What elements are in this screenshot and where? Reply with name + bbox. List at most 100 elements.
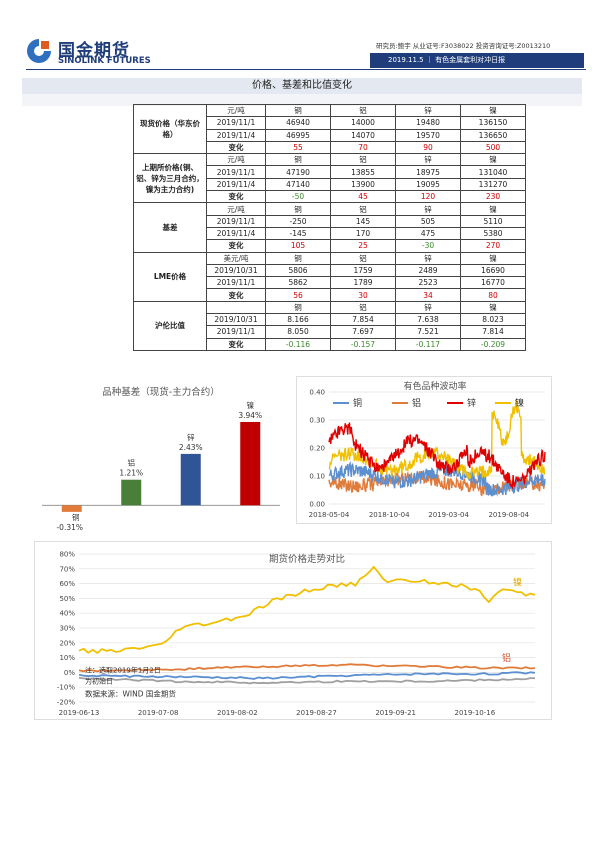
- table-column-header: 铜: [265, 251, 331, 265]
- table-change-label: 变化: [206, 140, 266, 155]
- table-row-date: 2019/11/4: [206, 177, 266, 192]
- table-cell: 46940: [265, 116, 331, 130]
- table-group-label: 沪伦比值: [133, 300, 207, 351]
- y-tick-label: 50%: [59, 595, 75, 603]
- volatility-series-line: [328, 460, 546, 497]
- table-cell: 7.854: [330, 313, 396, 327]
- table-column-header: 铝: [330, 153, 396, 167]
- table-column-header: 铜: [265, 202, 331, 216]
- bar: [180, 453, 201, 506]
- brand-name-en: SINOLINK FUTURES: [58, 56, 151, 66]
- table-change-row: 变化 55 70 90 500: [134, 140, 526, 155]
- table-column-header: 铝: [330, 202, 396, 216]
- table-unit: 元/吨: [206, 202, 266, 216]
- x-tick-label: 2019-10-16: [454, 709, 495, 717]
- series-end-label: 镍: [513, 576, 522, 588]
- table-cell: 1789: [330, 276, 396, 290]
- table-change-cell: -0.116: [265, 337, 331, 351]
- table-column-header: 锌: [395, 300, 461, 315]
- table-group-label: 上期所价格(铜、铝、锌为三月合约，镍为主力合约): [133, 153, 207, 204]
- table-change-cell: 25: [330, 239, 396, 253]
- section-title: 价格、基差和比值变化: [22, 78, 582, 94]
- table-change-row: 变化 105 25 -30 270: [134, 239, 526, 253]
- y-tick-label: 0.10: [309, 473, 325, 481]
- futures-series-line: [78, 565, 536, 655]
- price-basis-table: 现货价格（华东价格） 元/吨铜铝锌镍 2019/11/1 46940 14000 1948…: [133, 103, 526, 351]
- table-row: 2019/11/4 -145 170 475 5380: [134, 226, 526, 241]
- table-cell: 19095: [395, 177, 461, 192]
- table-column-header: 镍: [460, 202, 526, 216]
- brand-name-cn: 国金期货: [58, 41, 130, 61]
- table-cell: 145: [330, 214, 396, 228]
- table-cell: 47140: [265, 177, 331, 192]
- table-header-row: 基差 元/吨铜铝锌镍: [133, 202, 526, 253]
- y-tick-label: -10%: [57, 684, 75, 692]
- bar-data-label: 3.94%: [238, 411, 262, 420]
- y-tick-label: 60%: [59, 580, 75, 588]
- table-column-header: 锌: [395, 251, 461, 265]
- futures-series-line: [78, 663, 536, 673]
- table-column-header: 锌: [395, 103, 461, 118]
- table-change-cell: 80: [460, 288, 526, 302]
- table-change-row: 变化 -0.116 -0.157 -0.117 -0.209: [134, 337, 526, 351]
- y-tick-label: 0.00: [309, 501, 325, 509]
- x-tick-label: 2018-10-04: [369, 511, 410, 519]
- table-cell: 13900: [330, 177, 396, 192]
- table-change-label: 变化: [206, 190, 266, 204]
- table-cell: 136150: [460, 116, 526, 130]
- table-change-cell: -0.117: [395, 337, 461, 351]
- table-change-cell: 30: [330, 288, 396, 302]
- table-cell: 8.050: [265, 325, 331, 339]
- y-tick-label: 0.30: [309, 417, 325, 425]
- table-cell: 5110: [460, 214, 526, 228]
- table-change-cell: 34: [395, 288, 461, 302]
- table-cell: 7.814: [460, 325, 526, 339]
- futures-series-line: [78, 676, 535, 685]
- table-row: 2019/11/1 -250 145 505 5110: [134, 214, 526, 228]
- table-cell: 5380: [460, 226, 526, 241]
- table-unit: [206, 300, 266, 315]
- table-cell: 8.023: [460, 313, 526, 327]
- bar-category-label: 铝: [128, 458, 136, 468]
- table-cell: 19570: [395, 128, 461, 142]
- table-cell: 131270: [460, 177, 526, 192]
- legend-label: 锌: [467, 397, 476, 409]
- table-cell: 7.697: [330, 325, 396, 339]
- table-group-label: 现货价格（华东价格）: [133, 103, 207, 155]
- table-cell: 136650: [460, 128, 526, 142]
- bar-data-label: 1.21%: [119, 469, 143, 478]
- table-column-header: 铝: [330, 251, 396, 265]
- table-cell: -250: [265, 214, 331, 228]
- table-change-cell: 70: [330, 140, 396, 155]
- bar-category-label: 铜: [72, 512, 80, 522]
- table-column-header: 铝: [330, 103, 396, 118]
- table-change-cell: -50: [265, 190, 331, 204]
- table-cell: 475: [395, 226, 461, 241]
- table-column-header: 铜: [265, 153, 331, 167]
- table-cell: 170: [330, 226, 396, 241]
- table-row: 2019/11/1 46940 14000 19480 136150: [134, 116, 526, 130]
- chart-note: 注：选取2019年1月2日为初始日: [85, 665, 161, 685]
- y-tick-label: 70%: [59, 565, 75, 573]
- table-change-label: 变化: [206, 288, 266, 302]
- table-cell: 16690: [460, 263, 526, 278]
- futures-trend-line-chart: 80% 70% 60% 50% 40% 30% 20% 10% 0% -10% -20% 2019-0…: [57, 551, 536, 717]
- legend-label: 铜: [353, 397, 362, 409]
- x-tick-label: 2019-09-21: [375, 709, 416, 717]
- series-end-label: 铝: [502, 652, 511, 664]
- x-tick-label: 2018-05-04: [309, 511, 350, 519]
- section-background: [22, 94, 582, 106]
- y-tick-label: 20%: [59, 639, 75, 647]
- x-tick-label: 2019-08-04: [488, 511, 529, 519]
- table-cell: 7.521: [395, 325, 461, 339]
- table-unit: 美元/吨: [206, 251, 266, 265]
- legend-label: 镍: [515, 397, 524, 409]
- x-tick-label: 2019-08-27: [296, 709, 337, 717]
- table-row-date: 2019/11/1: [206, 325, 266, 339]
- table-group-label: LME价格: [133, 251, 207, 302]
- analyst-credentials: 研究员:鲍宇 从业证号:F3038022 投资咨询证号:Z0013210: [376, 42, 551, 50]
- table-column-header: 镍: [460, 103, 526, 118]
- table-change-cell: 230: [460, 190, 526, 204]
- table-column-header: 铜: [265, 103, 331, 118]
- table-cell: 18975: [395, 165, 461, 179]
